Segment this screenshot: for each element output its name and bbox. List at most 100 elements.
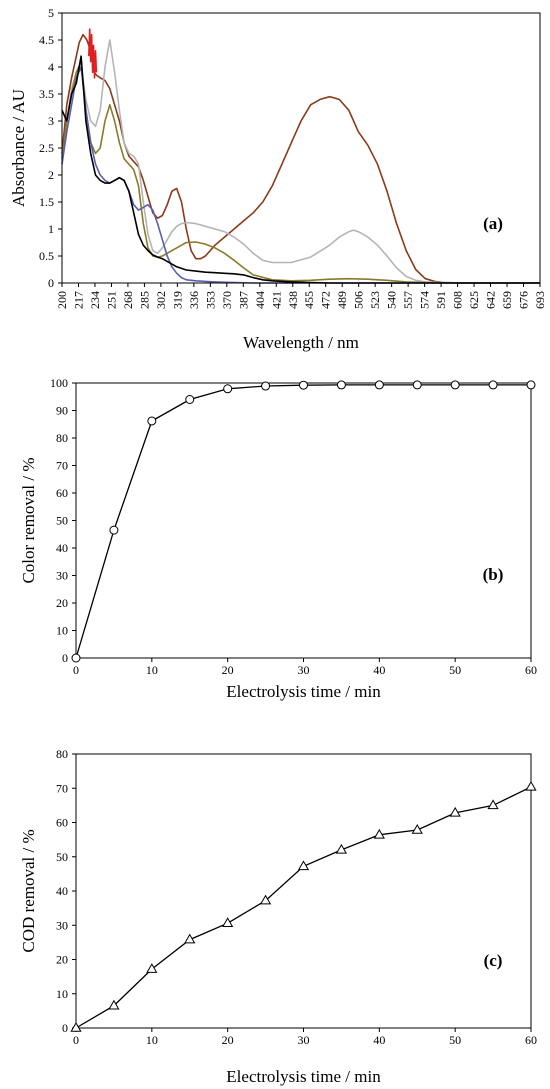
chart-a-series-2 [61,60,540,284]
chart-a-xtick-label: 251 [104,291,118,309]
chart-c-ytick-label: 40 [56,884,68,898]
chart-b: 0 10 20 30 40 50 60 70 80 90 100 0 10 20 30 40 50 60 Elect… [19,376,537,701]
chart-a-xtick-label: 302 [154,291,168,309]
chart-c-xtick-label: 50 [449,1033,461,1047]
chart-a-ytick-label: 3.5 [39,87,54,101]
chart-b-xtick-label: 60 [525,663,537,677]
chart-c-xtick-label: 60 [525,1033,537,1047]
chart-a-xtick-label: 336 [187,291,201,309]
chart-a-xtick-label: 540 [385,291,399,309]
chart-a-ytick-label: 0.5 [39,249,54,263]
chart-a-xtick-label: 523 [368,291,382,309]
chart-c-point [222,917,234,927]
chart-c-xtick-label: 30 [298,1033,310,1047]
chart-a-xtick-label: 574 [418,291,432,309]
chart-b-point [109,525,119,535]
chart-a-xaxis-title: Wavelength / nm [243,333,359,352]
chart-a-panel-label: (a) [483,214,503,233]
chart-c-xaxis-title: Electrolysis time / min [226,1067,381,1086]
chart-b-point [412,380,422,390]
chart-a-xtick-label: 506 [352,291,366,309]
chart-a-ytick-label: 3 [48,114,54,128]
chart-a-xtick-label: 455 [302,291,316,309]
chart-c-ytick-label: 60 [56,816,68,830]
chart-a-xtick-label: 591 [434,291,448,309]
chart-b-ytick-label: 20 [56,596,68,610]
chart-b-point [261,381,271,391]
chart-b-ytick-label: 30 [56,569,68,583]
chart-b-line [75,384,531,659]
chart-b-xtick-label: 0 [73,663,79,677]
chart-b-xtick-label: 10 [146,663,158,677]
chart-a-xtick-label: 319 [170,291,184,309]
chart-c-point [70,1021,82,1032]
chart-a-series-3 [61,66,540,284]
chart-a-xtick-label: 676 [517,291,531,309]
chart-a-ytick-label: 0 [48,276,54,290]
chart-c-point [525,780,537,791]
chart-c-ytick-label: 10 [56,987,68,1001]
chart-b-ytick-label: 0 [62,651,68,665]
chart-a-xtick-label: 200 [55,291,69,309]
chart-b-ytick-label: 90 [56,404,68,418]
chart-a-xtick-label: 268 [121,291,135,309]
chart-c-ytick-label: 80 [56,747,68,761]
chart-b-xtick-label: 30 [298,663,310,677]
chart-c-point [449,806,461,817]
chart-c-xtick-label: 20 [222,1033,234,1047]
chart-b-point [147,416,157,426]
chart-c-point [146,963,158,973]
chart-a-xtick-label: 489 [335,291,349,309]
chart-b-point [223,384,233,394]
chart-a-xtick-label: 353 [203,291,217,309]
chart-a-xtick-label: 557 [401,291,415,309]
chart-c-point [297,860,310,871]
chart-b-xaxis-title: Electrolysis time / min [226,682,381,701]
chart-c-point [373,828,385,839]
chart-c-point [108,999,120,1010]
chart-c-yaxis-title: COD removal / % [19,829,38,952]
chart-b-point [374,380,384,390]
chart-c-line [75,786,532,1029]
chart-c-point [259,894,272,905]
chart-a-xtick-label: 608 [451,291,465,309]
chart-b-ytick-label: 40 [56,541,68,555]
chart-b-ytick-label: 10 [56,624,68,638]
chart-a-xtick-label: 404 [253,291,267,309]
chart-a-yaxis-title: Absorbance / AU [9,89,28,207]
chart-c-point [184,933,196,944]
chart-a-xtick-label: 438 [286,291,300,309]
chart-a-xtick-label: 642 [484,291,498,309]
chart-b-xtick-label: 50 [449,663,461,677]
chart-b-point [71,653,81,663]
chart-a-plot-frame [61,12,541,284]
chart-b-yaxis-title: Color removal / % [19,457,38,583]
chart-a-series-5 [88,28,98,79]
chart-b-ytick-label: 80 [56,431,68,445]
chart-c-ytick-label: 70 [56,781,68,795]
chart-b-plot-frame [75,382,532,659]
chart-c-ytick-label: 30 [56,918,68,932]
chart-c-point [335,843,348,854]
chart-a-ytick-label: 5 [48,6,54,20]
chart-b-xtick-label: 40 [373,663,385,677]
chart-b-panel-label: (b) [483,565,504,584]
chart-b-point [450,380,460,390]
chart-b-point [336,380,346,390]
chart-b-ytick-label: 70 [56,459,68,473]
chart-a-xtick-label: 387 [236,291,250,309]
chart-c: 0 10 20 30 40 50 60 70 80 0 10 20 30 40 50 60 Electrolys… [19,747,537,1086]
chart-b-point [185,395,195,404]
chart-a-xtick-label: 234 [88,291,102,309]
chart-c-xtick-label: 10 [146,1033,158,1047]
chart-b-ytick-label: 50 [56,514,68,528]
chart-b-point [299,380,308,390]
chart-c-plot-frame [75,753,532,1029]
chart-a-ytick-label: 2.5 [39,141,54,155]
chart-a-series-4 [61,55,540,284]
chart-a-ytick-label: 1.5 [39,195,54,209]
chart-c-point [411,824,423,834]
chart-b-ytick-label: 60 [56,486,68,500]
chart-a-ytick-label: 4 [48,60,54,74]
